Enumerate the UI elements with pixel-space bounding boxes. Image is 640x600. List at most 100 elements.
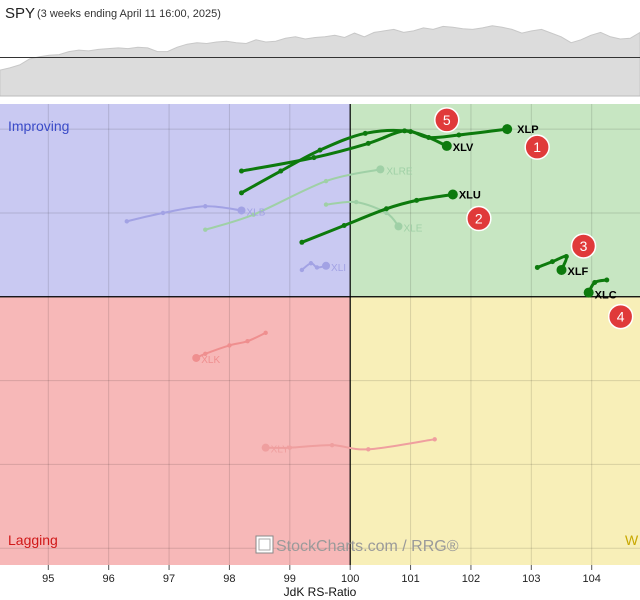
tail-xlc-point — [592, 280, 598, 286]
label-xlb: XLB — [247, 207, 266, 218]
tail-xlf — [535, 254, 569, 272]
tail-xli-head — [322, 261, 331, 270]
number-badges: 1 2 3 4 5 — [434, 107, 634, 330]
watermark-text: StockCharts.com / RRG® — [276, 538, 459, 555]
tail-xlc-point — [604, 277, 610, 283]
x-tick-label: 96 — [103, 573, 115, 585]
tail-xlv-point — [362, 130, 368, 136]
x-tick-label: 101 — [401, 573, 419, 585]
tail-xle — [325, 200, 400, 228]
tail-xlre-point — [323, 178, 329, 184]
label-xly: XLY — [271, 445, 289, 456]
tail-xlc-head — [583, 287, 594, 298]
tail-xlp-point — [239, 168, 245, 174]
quadrant-improving — [0, 104, 351, 297]
stockcharts-logo-icon — [255, 535, 274, 554]
tail-xlre-point — [203, 227, 208, 232]
x-tick-label: 102 — [462, 573, 480, 585]
tail-xlf-head — [556, 264, 567, 275]
tail-xlp-point — [311, 155, 317, 161]
center-axes — [0, 104, 640, 565]
tail-xlu-point — [414, 197, 420, 203]
tail-xlp-point — [365, 140, 371, 146]
x-axis-ticks: 95 96 97 98 99 100 101 102 103 104 — [42, 565, 601, 585]
badge-2-number: 2 — [475, 211, 483, 227]
tail-xlv-point — [317, 147, 323, 153]
tail-xlre-head — [376, 165, 385, 174]
tail-xli-point — [308, 261, 314, 266]
quadrant-backgrounds — [0, 104, 640, 565]
label-xli: XLI — [331, 263, 346, 274]
chart-header: SPY (3 weeks ending April 11 16:00, 2025… — [0, 0, 640, 24]
badge-1-circle — [524, 134, 550, 160]
x-tick-label: 104 — [583, 573, 601, 585]
label-xlp: XLP — [517, 124, 538, 136]
label-xlv: XLV — [453, 142, 474, 154]
tail-xlk-point — [245, 339, 250, 344]
x-tick-label: 98 — [223, 573, 235, 585]
quadrant-label-weakening: W — [625, 532, 639, 548]
tail-xlk-point — [203, 351, 208, 356]
quadrant-lagging — [0, 296, 351, 565]
badge-5-number: 5 — [443, 112, 451, 128]
x-tick-label: 103 — [522, 573, 540, 585]
x-tick-label: 100 — [341, 573, 359, 585]
tail-xlre — [204, 168, 382, 231]
tail-xli-point — [299, 267, 305, 273]
quadrant-label-lagging: Lagging — [8, 532, 58, 548]
tail-xlu-point — [383, 206, 389, 212]
x-tick-label: 97 — [163, 573, 175, 585]
badge-1-number: 1 — [533, 139, 541, 155]
x-axis-title: JdK RS-Ratio — [284, 585, 357, 599]
price-area — [0, 25, 640, 97]
tail-xle-head — [394, 222, 403, 231]
tail-xlb-point — [160, 210, 166, 216]
quadrant-label-improving: Improving — [8, 118, 69, 134]
tail-xlf-point — [563, 254, 569, 260]
tail-xlre-point — [251, 212, 256, 217]
tail-xlp-head — [502, 124, 513, 135]
tail-xlv — [240, 128, 449, 195]
badge-2-circle — [466, 205, 492, 232]
tail-xli — [300, 262, 327, 271]
label-xlu: XLU — [459, 190, 481, 202]
tail-xly-point — [287, 445, 293, 450]
tail-xlu-point — [299, 239, 305, 245]
tail-xlf-point — [534, 264, 540, 270]
label-xlc: XLC — [595, 290, 617, 302]
badge-4-circle — [607, 303, 634, 330]
badge-5-circle — [434, 107, 460, 133]
tail-xly-head — [261, 443, 270, 452]
tail-xlk-point — [263, 330, 268, 336]
label-xlre: XLRE — [386, 166, 412, 177]
label-xlk: XLK — [201, 355, 220, 366]
tail-xle-point — [354, 199, 359, 205]
tail-xlu-head — [447, 189, 458, 200]
tail-xlv-point — [278, 168, 284, 174]
tail-xlb-head — [237, 206, 246, 215]
label-xlf: XLF — [568, 266, 589, 278]
label-xle: XLE — [403, 223, 422, 234]
tail-xlb-point — [203, 204, 208, 209]
tail-xlk-point — [227, 343, 232, 348]
tail-xlb-point — [124, 219, 129, 224]
tail-xlu-point — [341, 223, 347, 229]
tail-xlf-point — [549, 259, 555, 265]
quadrant-leading — [350, 104, 640, 297]
tail-xlv-point — [408, 129, 414, 135]
tail-xli-point — [314, 265, 320, 270]
x-tick-label: 95 — [42, 573, 54, 585]
badge-3-circle — [570, 233, 597, 259]
quadrant-weakening — [350, 296, 640, 565]
badge-3-number: 3 — [580, 238, 588, 254]
tail-xlp-point — [456, 132, 462, 138]
stockcharts-logo-inner — [258, 538, 271, 551]
watermark: StockCharts.com / RRG® — [255, 535, 459, 555]
tail-xle-point — [323, 202, 329, 207]
period-subtitle: (3 weeks ending April 11 16:00, 2025) — [37, 8, 221, 20]
tail-xly-point — [329, 442, 335, 448]
faded-tails: XLRE XLB XLE XLI XLK XLY — [124, 165, 437, 456]
tail-xly-point — [432, 437, 437, 442]
x-tick-label: 99 — [284, 573, 296, 585]
